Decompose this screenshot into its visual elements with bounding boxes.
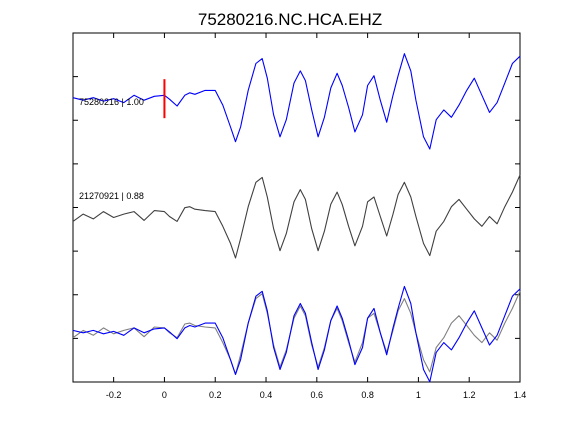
trace-label-reference: 21270921 | 0.88 [79,191,144,201]
x-tick-label: 1.4 [514,390,527,400]
y-axis [73,76,520,339]
x-tick-label: 0.4 [260,390,273,400]
chart-title: 75280216.NC.HCA.EHZ [198,10,382,29]
x-tick-label: 0.2 [209,390,222,400]
x-tick-label: 0.6 [311,390,324,400]
x-tick-label: 1 [416,390,421,400]
x-tick-label: 0.8 [361,390,374,400]
reference-trace [72,174,521,259]
x-tick-label: -0.2 [106,390,122,400]
trace-label-master: 75280216 | 1.00 [79,97,144,107]
overlay-master-trace [72,285,521,383]
x-tick-label: 0 [162,390,167,400]
master-trace [72,53,521,150]
x-tick-label: 1.2 [463,390,476,400]
trace-group [72,53,521,383]
x-axis: -0.2 0 0.2 0.4 0.6 0.8 1 1.2 1.4 [106,33,526,400]
